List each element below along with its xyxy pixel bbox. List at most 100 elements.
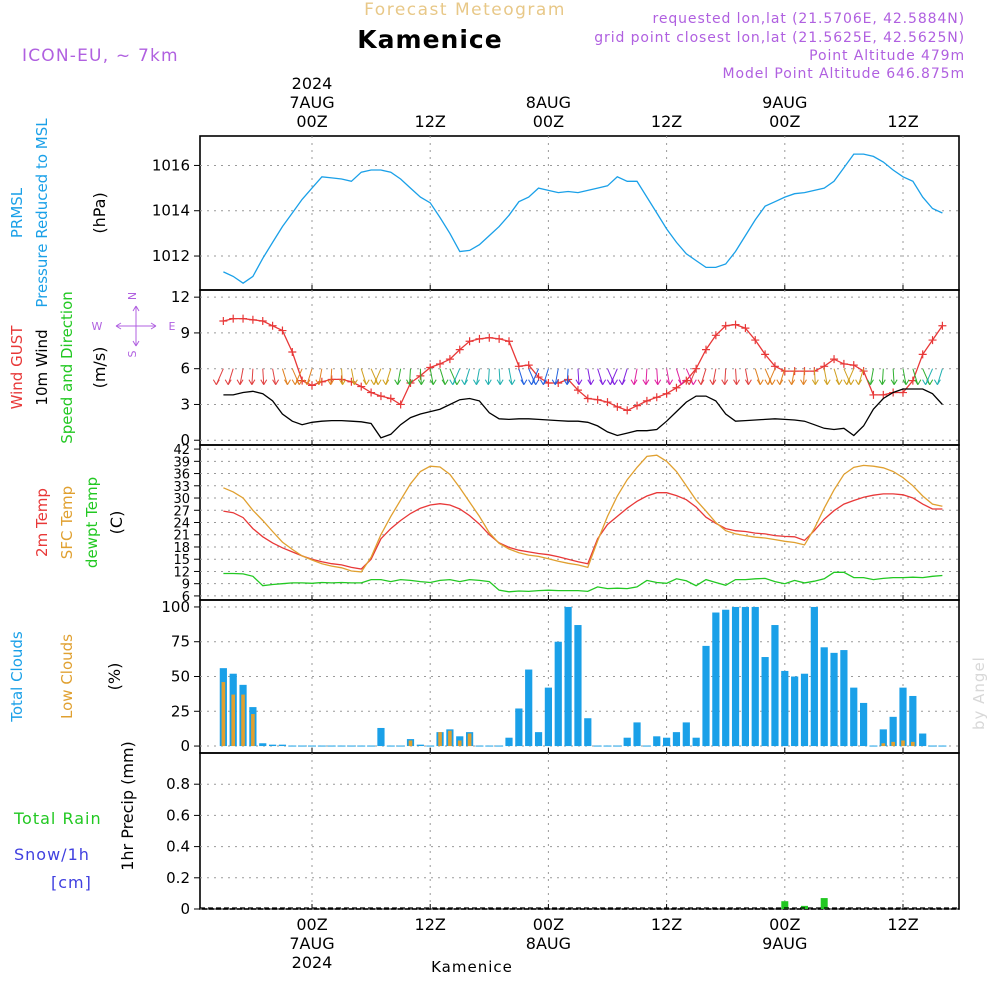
gust-point xyxy=(879,390,888,399)
gust-point xyxy=(248,315,257,324)
wind-arrow xyxy=(675,368,682,385)
total-cloud-bar xyxy=(259,743,267,747)
compass-north: N xyxy=(126,292,139,300)
panel-label: PRMSL xyxy=(8,187,26,238)
total-cloud-bar xyxy=(515,708,523,747)
panel-wind: 0 3 6 9 12 Wind GUST 10m Wind Speed and Directi… xyxy=(8,288,960,449)
wind-arrow-head xyxy=(303,379,311,385)
total-cloud-bar xyxy=(731,606,740,747)
wind-arrow xyxy=(306,368,313,385)
wind-arrow-head xyxy=(744,379,752,385)
wind-arrow xyxy=(518,368,525,385)
gust-point xyxy=(761,350,770,359)
bottom-axis-label: 12Z xyxy=(887,915,918,934)
y-tick-label: 18 xyxy=(173,541,190,556)
total-cloud-bar xyxy=(564,606,572,747)
y-tick-label: 39 xyxy=(173,455,190,470)
total-cloud-bar xyxy=(781,670,789,747)
panel-label: (C) xyxy=(107,511,126,535)
bottom-axis-label: 00Z xyxy=(533,915,564,934)
gust-point xyxy=(613,402,622,411)
wind-arrow xyxy=(385,368,392,385)
gust-point xyxy=(731,320,740,329)
total-cloud-bar xyxy=(672,732,681,747)
wind-arrow-head xyxy=(642,379,650,385)
total-cloud-bar xyxy=(278,744,287,747)
gust-point xyxy=(485,333,494,342)
series-line-dewpt-temp xyxy=(223,571,943,593)
wind-arrow xyxy=(397,368,402,385)
gust-point xyxy=(386,394,395,403)
total-cloud-bar xyxy=(860,702,868,747)
panel-label: Pressure Reduced to MSL xyxy=(33,118,51,308)
panel-label: (hPa) xyxy=(90,192,109,233)
wind-arrow xyxy=(554,368,559,385)
gust-point xyxy=(495,334,504,343)
total-cloud-bar xyxy=(889,716,897,747)
y-tick-label: 50 xyxy=(171,668,190,686)
wind-arrow xyxy=(251,368,254,385)
wind-arrow xyxy=(813,368,816,385)
top-axis-label: 00Z xyxy=(296,112,327,131)
wind-arrow xyxy=(350,368,355,385)
panel-label: Wind GUST xyxy=(8,325,26,410)
total-cloud-bar xyxy=(505,737,513,747)
gust-point xyxy=(918,350,927,359)
wind-arrow xyxy=(700,368,707,385)
wind-arrow xyxy=(803,368,805,385)
series-line-wind-gust xyxy=(223,317,943,412)
wind-arrow xyxy=(779,368,786,385)
wind-arrow-head xyxy=(496,379,504,385)
low-cloud-bar xyxy=(241,694,245,747)
top-axis-label: 12Z xyxy=(651,112,682,131)
wind-arrow-head xyxy=(733,379,740,385)
wind-arrow xyxy=(597,368,604,385)
series-line-sfc-temp xyxy=(223,454,943,573)
wind-arrow-head xyxy=(212,379,220,385)
top-axis-label: 00Z xyxy=(533,112,564,131)
wind-arrow-head xyxy=(260,379,268,385)
total-cloud-bar xyxy=(633,722,641,747)
rain-bar xyxy=(820,898,828,909)
total-cloud-bar xyxy=(800,673,809,747)
y-tick-label: 6 xyxy=(180,360,190,378)
model-altitude: Model Point Altitude 646.875m xyxy=(723,66,966,82)
low-cloud-bar xyxy=(881,743,886,747)
y-tick-label: 42 xyxy=(173,443,190,458)
wind-arrow-head xyxy=(224,379,232,385)
y-tick-label: 33 xyxy=(173,480,190,495)
bottom-axis-label: 7AUG xyxy=(289,934,334,953)
wind-arrow-head xyxy=(709,379,717,385)
y-tick-label: 25 xyxy=(171,702,190,720)
gust-point xyxy=(603,398,612,407)
wind-arrow-head xyxy=(630,379,638,385)
wind-arrow xyxy=(656,368,659,385)
total-cloud-bar xyxy=(820,647,828,747)
wind-arrow-head xyxy=(666,379,674,385)
wind-arrow-head xyxy=(902,379,910,385)
point-altitude: Point Altitude 479m xyxy=(809,48,965,64)
total-cloud-bar xyxy=(761,657,769,747)
gust-point xyxy=(702,345,710,354)
wind-arrow-head xyxy=(721,379,729,385)
wind-arrow-head xyxy=(370,379,378,385)
wind-arrow-head xyxy=(878,379,886,385)
total-cloud-bar xyxy=(416,744,424,747)
total-cloud-bar xyxy=(554,641,562,747)
series-line-10m-wind xyxy=(223,388,943,439)
wind-arrow xyxy=(429,368,434,385)
total-cloud-bar xyxy=(879,729,887,747)
total-cloud-bar xyxy=(830,652,838,747)
wind-arrow xyxy=(508,368,513,385)
total-cloud-bar xyxy=(623,737,631,747)
wind-arrow xyxy=(227,368,234,385)
gust-point xyxy=(376,392,385,401)
low-cloud-bar xyxy=(438,732,442,747)
wind-arrow xyxy=(902,368,907,385)
wind-arrow xyxy=(272,368,277,385)
panel-precip: 0 0.2 0.4 0.6 0.8 Total Rain Snow/1h [cm] 1hr Pr… xyxy=(13,741,960,918)
footer-location: Kamenice xyxy=(431,958,513,976)
total-cloud-bar xyxy=(919,733,927,747)
